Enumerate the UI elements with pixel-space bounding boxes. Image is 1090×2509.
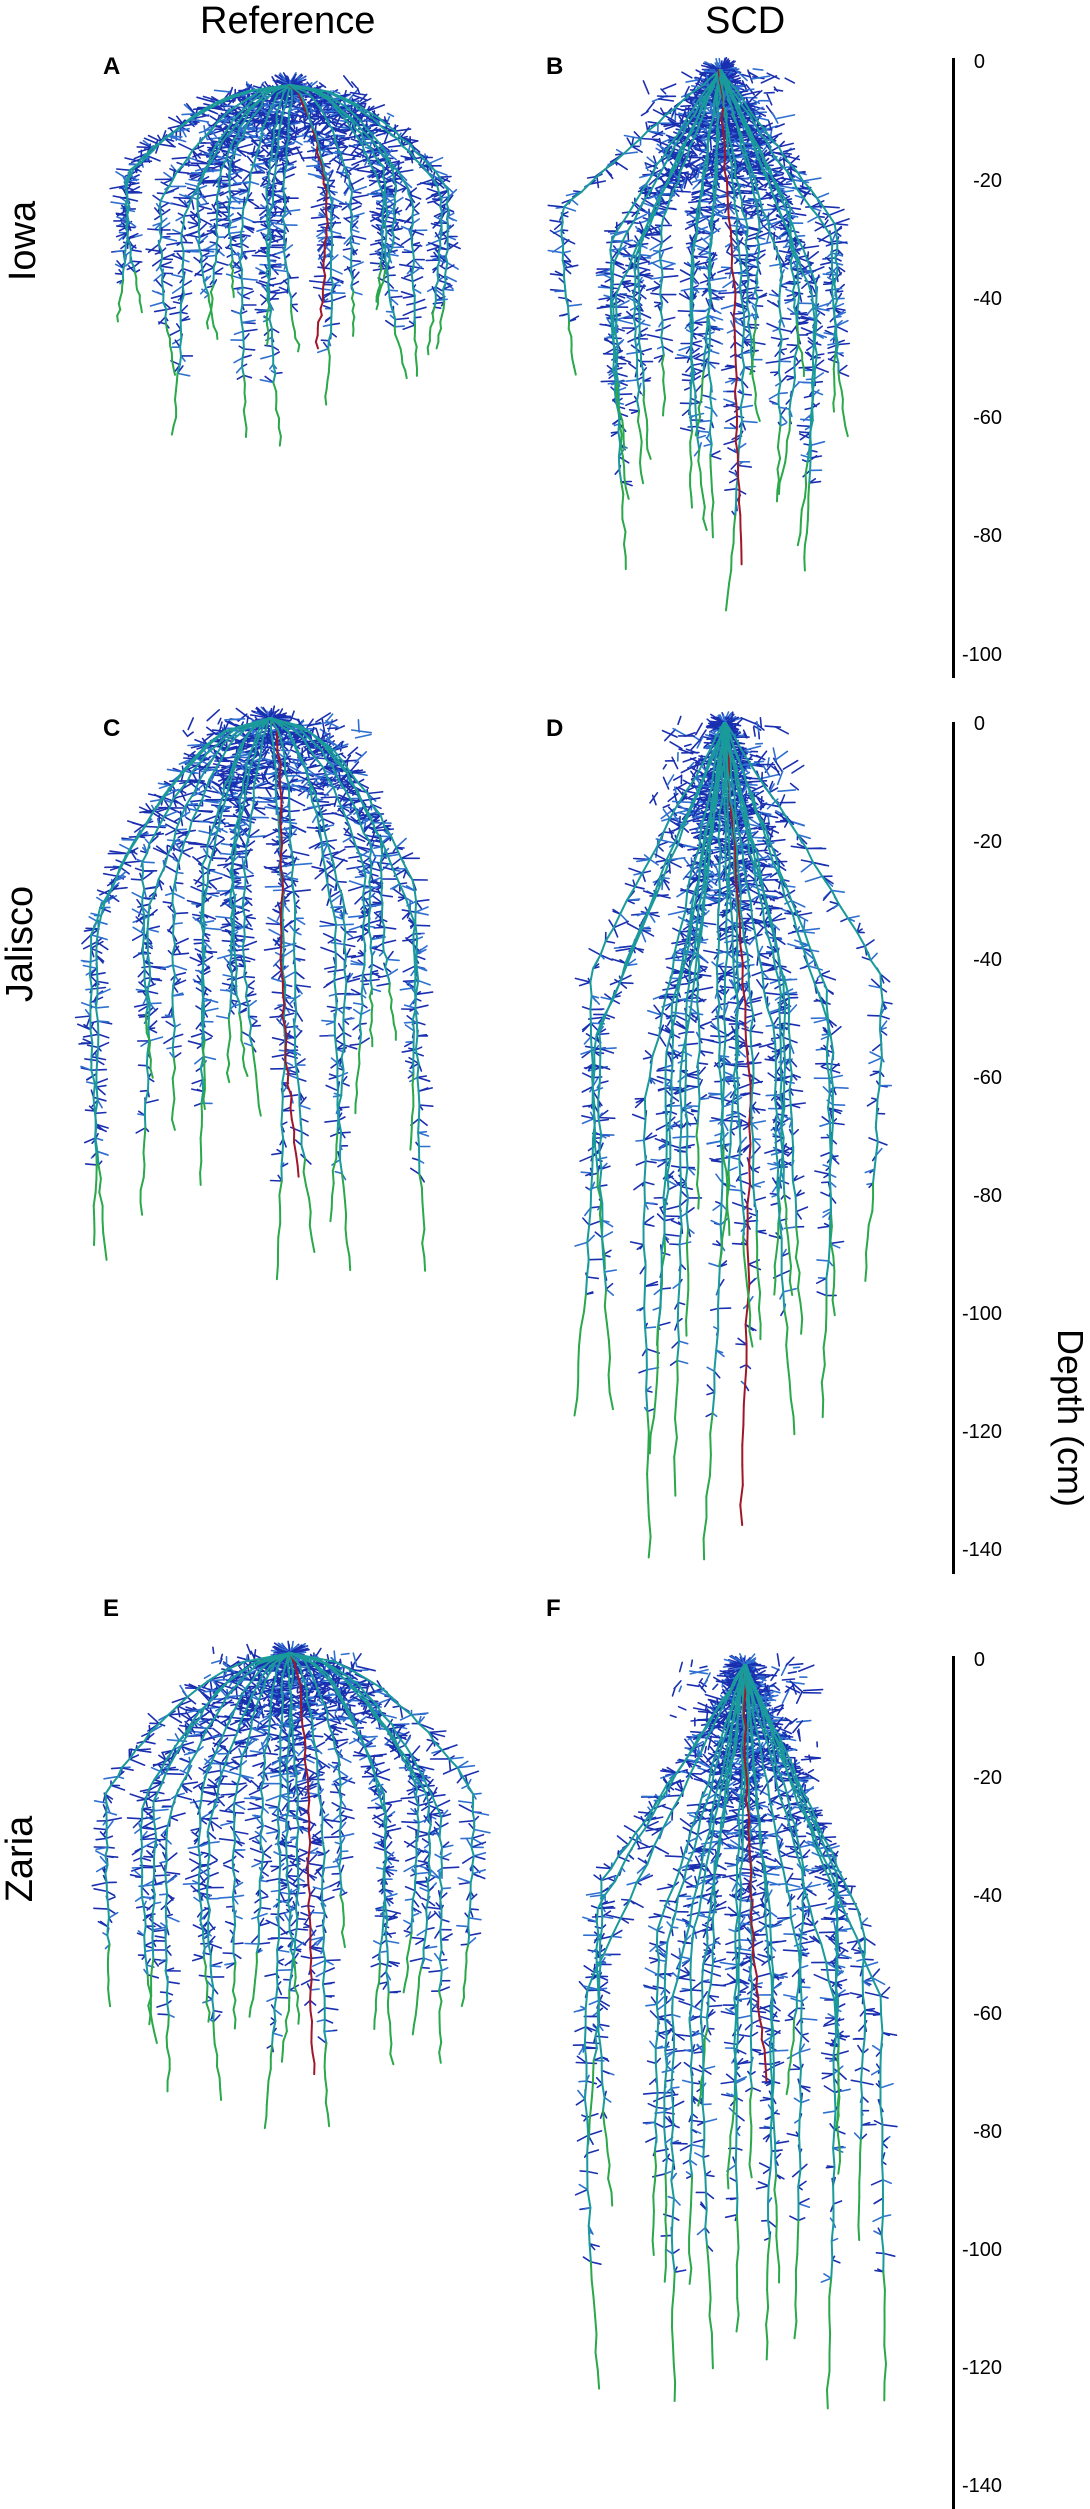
depth-tick-label: -100 [942,1304,1002,1324]
depth-tick-label: -20 [942,171,1002,191]
panel-letter-b: B [546,55,563,79]
depth-axis-line-iowa [952,58,955,678]
depth-tick-label: -140 [942,2476,1002,2496]
depth-axis-line-jalisco [952,722,955,1574]
depth-tick-label: -20 [942,832,1002,852]
column-header-reference: Reference [200,2,375,40]
depth-axis-title: Depth (cm) [1050,1328,1090,1508]
depth-tick-label: -60 [942,1068,1002,1088]
depth-tick-label: -40 [942,950,1002,970]
depth-tick-label: -80 [942,1186,1002,1206]
panel-letter-a: A [103,55,120,79]
depth-tick-label: -140 [942,1540,1002,1560]
panel-letter-d: D [546,717,563,741]
depth-tick-label: 0 [925,714,985,734]
depth-tick-label: -120 [942,2358,1002,2378]
depth-tick-label: -40 [942,289,1002,309]
depth-tick-label: -60 [942,2004,1002,2024]
depth-tick-label: -40 [942,1886,1002,1906]
depth-axis-line-zaria [952,1656,955,2509]
depth-tick-label: -100 [942,2240,1002,2260]
depth-tick-label: -20 [942,1768,1002,1788]
depth-tick-label: -100 [942,645,1002,665]
depth-tick-label: -80 [942,2122,1002,2142]
depth-tick-label: -60 [942,408,1002,428]
depth-tick-label: 0 [925,1650,985,1670]
depth-tick-label: -120 [942,1422,1002,1442]
panel-letter-f: F [546,1597,561,1621]
panel-letter-e: E [103,1597,119,1621]
panel-letter-c: C [103,717,120,741]
depth-tick-label: -80 [942,526,1002,546]
column-header-scd: SCD [705,2,785,40]
depth-tick-label: 0 [925,52,985,72]
